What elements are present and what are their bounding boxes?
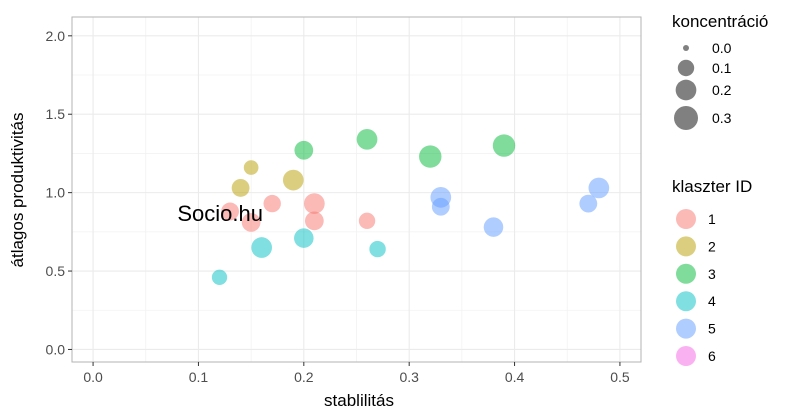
x-tick-label: 0.2 <box>294 369 314 385</box>
color-legend-key <box>676 209 696 229</box>
size-legend-key <box>683 45 689 51</box>
data-point-cluster-2 <box>282 169 304 191</box>
x-tick-label: 0.1 <box>189 369 209 385</box>
y-tick-label: 0.0 <box>46 341 66 357</box>
annotation-label: Socio.hu <box>177 201 263 226</box>
data-point-cluster-1 <box>358 212 376 230</box>
color-legend: klaszter ID 1 2 3 4 5 6 <box>672 177 752 366</box>
data-point-cluster-1 <box>304 193 325 214</box>
data-point-cluster-4 <box>294 228 314 248</box>
data-points <box>211 128 610 285</box>
y-tick-label: 2.0 <box>46 28 66 44</box>
size-legend-label: 0.3 <box>712 110 732 126</box>
panel-border <box>71 16 642 363</box>
size-legend-label: 0.0 <box>712 40 732 56</box>
data-point-cluster-5 <box>431 197 450 216</box>
data-point-cluster-5 <box>588 177 610 199</box>
size-legend-key <box>675 79 697 101</box>
data-point-cluster-1 <box>304 211 324 231</box>
x-tick-label: 0.3 <box>399 369 419 385</box>
data-point-cluster-2 <box>243 160 259 175</box>
data-point-cluster-3 <box>419 145 442 168</box>
color-legend-key <box>676 236 696 257</box>
data-point-cluster-5 <box>483 217 504 237</box>
data-point-cluster-1 <box>263 194 281 213</box>
size-legend-key <box>677 59 695 77</box>
data-point-cluster-1 <box>241 213 261 232</box>
size-legend: koncentráció 0.0 0.1 0.2 0.3 <box>672 12 768 130</box>
color-legend-title: klaszter ID <box>672 177 752 196</box>
color-legend-label: 3 <box>708 266 716 282</box>
x-tick-label: 0.0 <box>83 369 103 385</box>
color-legend-key <box>676 318 696 339</box>
x-axis: 0.0 0.1 0.2 0.3 0.4 0.5 <box>83 362 630 385</box>
data-point-cluster-5 <box>579 194 598 213</box>
data-point-cluster-3 <box>294 140 314 160</box>
data-point-cluster-4 <box>211 269 228 285</box>
size-legend-key <box>674 106 698 130</box>
x-tick-label: 0.4 <box>505 369 525 385</box>
color-legend-key <box>676 291 696 312</box>
size-legend-label: 0.2 <box>712 82 732 98</box>
data-point-cluster-3 <box>492 134 516 157</box>
color-legend-label: 4 <box>708 293 716 309</box>
color-legend-label: 1 <box>708 211 716 227</box>
data-point-cluster-4 <box>369 240 386 258</box>
plot-panel <box>71 16 642 363</box>
y-axis-title: átlagos produktivitás <box>8 113 27 268</box>
size-legend-title: koncentráció <box>672 12 768 31</box>
data-point-cluster-2 <box>231 179 250 197</box>
y-tick-label: 0.5 <box>46 263 66 279</box>
x-tick-label: 0.5 <box>610 369 630 385</box>
size-legend-label: 0.1 <box>712 60 732 76</box>
y-axis: 0.0 0.5 1.0 1.5 2.0 <box>46 28 72 357</box>
color-legend-label: 6 <box>708 348 716 364</box>
y-tick-label: 1.0 <box>46 185 66 201</box>
data-point-cluster-4 <box>251 237 273 258</box>
y-tick-label: 1.5 <box>46 106 66 122</box>
data-point-cluster-1 <box>221 202 239 221</box>
x-axis-title: stablilitás <box>324 391 394 410</box>
color-legend-key <box>676 263 696 284</box>
color-legend-label: 5 <box>708 321 716 337</box>
color-legend-label: 2 <box>708 238 716 254</box>
data-point-cluster-3 <box>356 128 378 150</box>
color-legend-key <box>676 346 696 366</box>
